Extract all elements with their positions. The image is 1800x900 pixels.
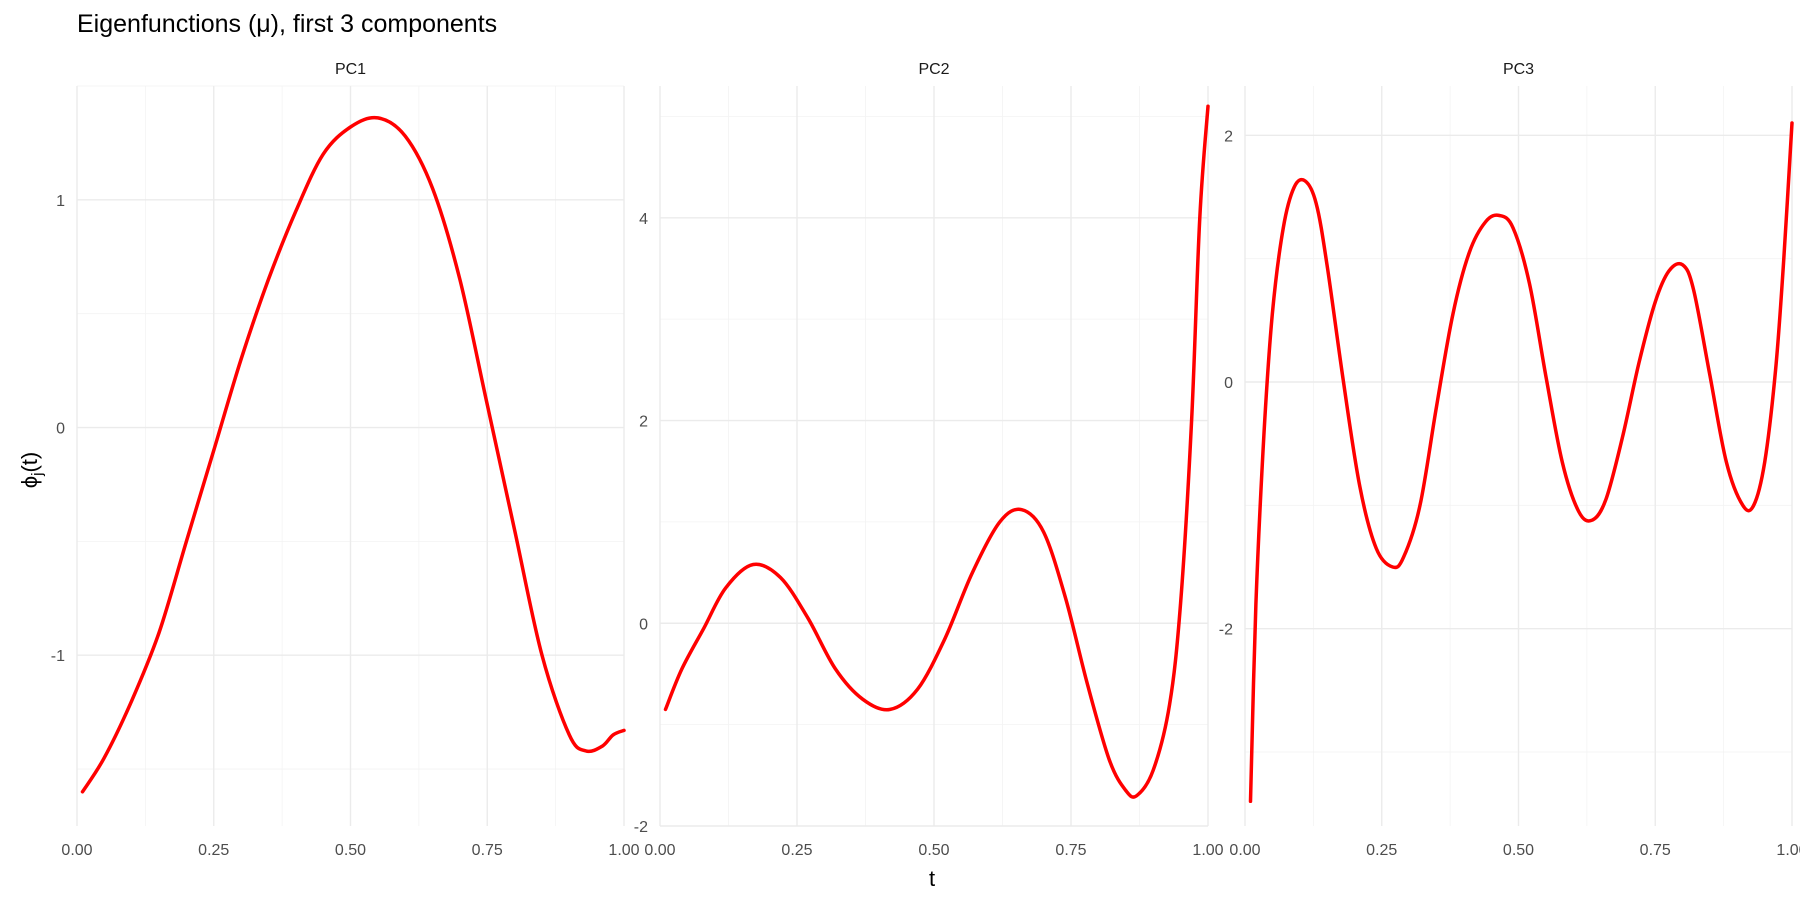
y-tick-labels: -2 0 2 4 — [634, 211, 648, 836]
x-tick-label: 0.50 — [1503, 842, 1534, 859]
x-tick-label: 0.00 — [644, 842, 675, 859]
panel-grid — [1244, 86, 1793, 826]
y-tick-label: -2 — [1219, 622, 1233, 639]
y-tick-labels: -2 0 2 — [1219, 128, 1233, 638]
x-tick-label: 0.75 — [472, 842, 503, 859]
panel-grid — [659, 86, 1209, 827]
x-tick-label: 0.25 — [198, 842, 229, 859]
panel-pc2: PC2 -2 0 2 4 0.00 0.25 0.50 0.75 1.00 — [634, 61, 1224, 859]
panel-strip-label: PC3 — [1503, 61, 1534, 78]
x-tick-label: 0.25 — [1366, 842, 1397, 859]
x-tick-labels: 0.00 0.25 0.50 0.75 1.00 — [644, 842, 1223, 859]
x-tick-label: 0.00 — [1229, 842, 1260, 859]
y-tick-label: -1 — [51, 648, 65, 665]
y-tick-label: 0 — [56, 421, 65, 438]
panel-strip-label: PC1 — [335, 61, 366, 78]
y-tick-label: 2 — [639, 414, 648, 431]
x-tick-label: 0.25 — [781, 842, 812, 859]
x-tick-label: 1.00 — [608, 842, 639, 859]
y-axis-title-group: ϕj(t) — [17, 452, 46, 488]
y-tick-label: 1 — [56, 193, 65, 210]
x-tick-label: 0.50 — [335, 842, 366, 859]
x-tick-label: 1.00 — [1776, 842, 1800, 859]
y-axis-title-symbol: ϕ — [17, 476, 42, 488]
eigenfunction-line-pc1 — [80, 115, 626, 794]
eigenfunction-line-pc3 — [1248, 121, 1794, 804]
y-axis-title-subscript: j — [29, 473, 46, 477]
x-tick-labels: 0.00 0.25 0.50 0.75 1.00 — [61, 842, 639, 859]
y-axis-title: ϕj(t) — [17, 452, 46, 488]
y-tick-label: 2 — [1224, 128, 1233, 145]
x-tick-label: 0.75 — [1055, 842, 1086, 859]
y-tick-labels: -1 0 1 — [51, 193, 65, 665]
x-tick-label: 1.00 — [1192, 842, 1223, 859]
eigenfunction-line-pc2 — [663, 104, 1210, 799]
x-axis-title: t — [929, 866, 935, 891]
panel-pc1: PC1 -1 0 1 0.00 0.25 0.50 0.75 1.00 — [51, 61, 640, 859]
y-tick-label: -2 — [634, 819, 648, 836]
y-tick-label: 4 — [639, 211, 648, 228]
plot-title: Eigenfunctions (μ), first 3 components — [77, 10, 497, 38]
y-tick-label: 0 — [1224, 375, 1233, 392]
x-tick-labels: 0.00 0.25 0.50 0.75 1.00 — [1229, 842, 1800, 859]
panel-grid — [76, 85, 625, 826]
panel-strip-label: PC2 — [918, 61, 949, 78]
y-tick-label: 0 — [639, 616, 648, 633]
x-tick-label: 0.50 — [918, 842, 949, 859]
x-tick-label: 0.00 — [61, 842, 92, 859]
y-axis-title-suffix: (t) — [17, 452, 42, 473]
panel-pc3: PC3 -2 0 2 0.00 0.25 0.50 0.75 1.00 — [1219, 61, 1800, 859]
x-tick-label: 0.75 — [1640, 842, 1671, 859]
